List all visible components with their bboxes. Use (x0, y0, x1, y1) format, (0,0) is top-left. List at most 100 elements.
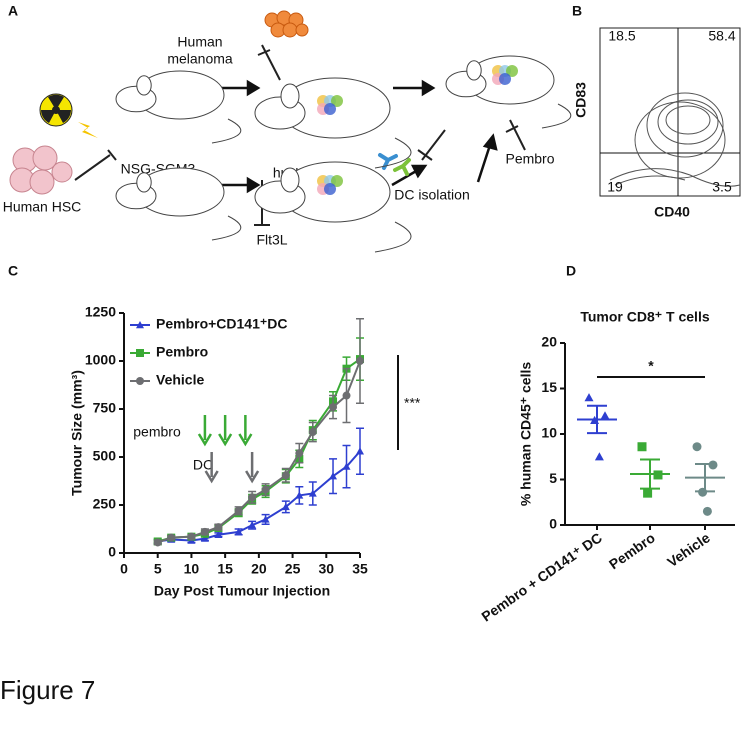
marker (637, 442, 647, 452)
diagram-label: Pembro (505, 151, 554, 167)
x-tick-label: 20 (251, 561, 267, 577)
marker (200, 534, 209, 542)
mouse (541, 103, 572, 129)
marker (356, 357, 364, 365)
x-tick-label: 5 (154, 561, 162, 577)
figure-label: Figure 7 (0, 675, 95, 705)
cell (331, 95, 343, 107)
x-tick-label: Pembro + CD141⁺ DC (478, 529, 604, 624)
marker (261, 485, 270, 494)
x-tick-label: Pembro (606, 529, 658, 572)
quadrant-value: 3.5 (712, 179, 732, 195)
y-tick-label: 0 (108, 544, 116, 560)
arrow (220, 79, 498, 194)
marker (329, 403, 338, 412)
axis-label: CD83 (573, 82, 589, 118)
y-tick-label: 500 (93, 448, 117, 464)
marker (200, 527, 209, 536)
y-tick-label: 1000 (85, 352, 116, 368)
mouse (280, 167, 300, 193)
panel-label: C (8, 263, 18, 279)
marker (281, 471, 290, 480)
diagram-label: DC isolation (394, 187, 469, 203)
mouse (374, 137, 412, 169)
significance: *** (404, 395, 421, 411)
marker (248, 493, 257, 502)
quadrant-value: 19 (607, 179, 623, 195)
legend-label: Vehicle (156, 372, 204, 388)
error-bar (587, 404, 607, 435)
marker (136, 349, 144, 357)
y-tick-label: 20 (541, 334, 557, 350)
marker (295, 491, 304, 499)
marker (308, 489, 317, 497)
y-tick-label: 15 (541, 379, 557, 395)
melanoma-icon (264, 10, 309, 38)
series-line (157, 360, 361, 544)
cell (506, 65, 518, 77)
flow-plot (599, 27, 741, 197)
marker (594, 452, 604, 461)
marker (214, 523, 223, 532)
marker (136, 377, 144, 385)
x-tick-label: 30 (318, 561, 334, 577)
marker (692, 442, 702, 452)
marker (584, 393, 594, 402)
diagram-label: Human (177, 34, 222, 50)
axis-label: CD40 (654, 204, 690, 220)
marker (342, 391, 351, 400)
marker (136, 321, 144, 329)
marker (281, 502, 290, 511)
mouse (136, 172, 152, 193)
mouse (280, 83, 300, 109)
arrow (204, 452, 219, 484)
marker (329, 472, 338, 480)
axis-label: Tumour Size (mm³) (69, 370, 85, 496)
cell (331, 175, 343, 187)
marker (214, 530, 223, 538)
marker (187, 532, 196, 541)
x-tick-label: 25 (285, 561, 301, 577)
legend-label: Pembro (156, 344, 208, 360)
arrow (218, 415, 233, 447)
marker (643, 488, 653, 498)
chart-title: Tumor CD8⁺ T cells (580, 309, 709, 325)
y-tick-label: 1250 (85, 304, 116, 320)
annotation: DC (193, 457, 213, 473)
marker (295, 449, 304, 458)
marker (234, 506, 243, 515)
x-tick-label: 10 (184, 561, 200, 577)
mouse (211, 215, 242, 241)
significance: * (648, 358, 654, 374)
x-tick-label: 15 (217, 561, 233, 577)
marker (356, 447, 364, 455)
annotation: pembro (133, 424, 181, 440)
x-tick-label: Vehicle (664, 529, 713, 570)
axis-label: % human CD45⁺ cells (518, 362, 534, 507)
arrow (238, 415, 253, 447)
quadrant-value: 18.5 (608, 28, 635, 44)
marker (248, 521, 257, 529)
marker (234, 527, 243, 536)
cell (324, 183, 336, 195)
diagram-label: melanoma (167, 51, 233, 67)
y-tick-label: 0 (549, 516, 557, 532)
x-tick-label: 0 (120, 561, 128, 577)
mouse (466, 60, 482, 81)
mouse (374, 221, 412, 253)
y-tick-label: 250 (93, 496, 117, 512)
marker (600, 411, 610, 420)
marker (261, 515, 270, 523)
axis-label: Day Post Tumour Injection (154, 583, 330, 599)
mouse (136, 75, 152, 96)
radiation-icon (39, 93, 98, 138)
marker (167, 533, 176, 542)
error-bar (695, 463, 715, 493)
marker (308, 428, 317, 437)
dc-icon (378, 153, 411, 176)
marker (342, 462, 351, 470)
cell (324, 103, 336, 115)
quadrant-value: 58.4 (708, 28, 735, 44)
panel-label: A (8, 3, 18, 19)
